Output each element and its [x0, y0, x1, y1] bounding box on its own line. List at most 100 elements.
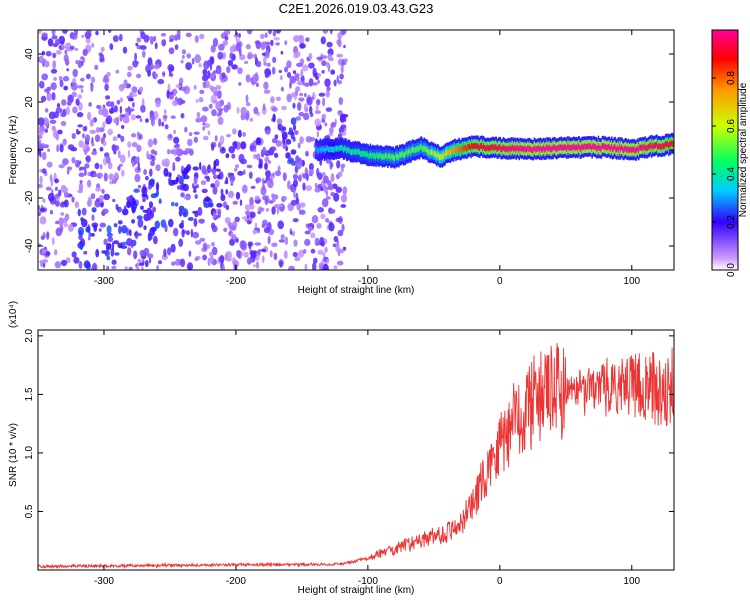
- signal-track-cell: [639, 144, 642, 151]
- heatmap-cell: [168, 73, 174, 77]
- heatmap-cell: [326, 41, 333, 48]
- heatmap-cell: [255, 177, 262, 183]
- heatmap-cell: [163, 109, 167, 115]
- heatmap-cell: [271, 206, 276, 215]
- signal-track-cell: [338, 145, 341, 152]
- heatmap-cell: [318, 262, 324, 270]
- heatmap-cell: [174, 34, 179, 41]
- signal-track-cell: [333, 146, 335, 153]
- signal-track-cell: [545, 146, 547, 153]
- heatmap-cell: [127, 97, 134, 102]
- heatmap-cell: [263, 89, 271, 94]
- heatmap-cell: [305, 185, 313, 192]
- heatmap-cell: [287, 157, 294, 163]
- heatmap-cell: [308, 78, 314, 87]
- signal-track-cell: [612, 145, 615, 152]
- signal-track-cell: [397, 154, 399, 161]
- signal-track-cell: [436, 153, 438, 160]
- signal-track-cell: [469, 143, 471, 150]
- heatmap-cell: [149, 168, 153, 177]
- signal-track-cell: [526, 146, 528, 153]
- heatmap-cell: [104, 152, 110, 158]
- signal-track-cell: [529, 146, 532, 153]
- heatmap-cell: [246, 30, 253, 35]
- heatmap-cell: [160, 32, 167, 37]
- heatmap-cell: [42, 198, 46, 203]
- colorbar-tick-label: 0.6: [726, 119, 737, 133]
- heatmap-cell: [87, 196, 93, 203]
- heatmap-cell: [134, 173, 141, 183]
- heatmap-cell: [245, 102, 251, 107]
- heatmap-cell: [245, 74, 251, 83]
- heatmap-cell: [84, 163, 90, 169]
- heatmap-cell: [63, 191, 69, 198]
- heatmap-cell: [210, 56, 215, 65]
- heatmap-cell: [76, 128, 79, 133]
- signal-track-cell: [551, 146, 553, 153]
- signal-track-cell: [613, 144, 616, 151]
- signal-track-cell: [379, 152, 381, 159]
- signal-track-cell: [597, 142, 600, 149]
- signal-track-cell: [499, 144, 502, 150]
- heatmap-cell: [71, 196, 75, 203]
- heatmap-cell: [193, 136, 198, 143]
- heatmap-cell: [111, 241, 115, 251]
- signal-track-cell: [618, 146, 620, 153]
- heatmap-cell: [268, 30, 272, 35]
- heatmap-cell: [220, 188, 224, 196]
- signal-track-cell: [448, 148, 451, 155]
- signal-track-cell: [648, 144, 650, 150]
- heatmap-cell: [215, 85, 222, 90]
- signal-track-cell: [520, 145, 522, 151]
- heatmap-cell: [297, 174, 302, 182]
- signal-track-cell: [590, 143, 593, 150]
- heatmap-cell: [164, 224, 168, 233]
- heatmap-cell: [311, 215, 319, 224]
- signal-track-cell: [641, 145, 643, 151]
- signal-track-cell: [450, 148, 452, 154]
- signal-track-cell: [558, 144, 561, 151]
- heatmap-cell: [285, 152, 291, 159]
- heatmap-cell: [292, 102, 296, 109]
- heatmap-cell: [94, 162, 100, 170]
- heatmap-cell: [77, 85, 84, 89]
- heatmap-cell: [63, 54, 69, 63]
- signal-track-cell: [661, 143, 663, 150]
- heatmap-cell: [185, 32, 192, 38]
- heatmap-cell: [321, 198, 329, 208]
- heatmap-cell: [260, 33, 265, 40]
- heatmap-cell: [246, 110, 250, 120]
- heatmap-cell: [161, 254, 168, 261]
- signal-track-cell: [348, 146, 350, 153]
- heatmap-cell: [326, 64, 330, 68]
- heatmap-cell: [103, 193, 111, 201]
- signal-track-cell: [660, 144, 662, 150]
- heatmap-cell: [203, 203, 210, 208]
- heatmap-cell: [264, 32, 268, 38]
- signal-track-cell: [458, 144, 460, 151]
- heatmap-cell: [324, 246, 328, 253]
- signal-track-cell: [327, 146, 330, 152]
- signal-track-cell: [456, 147, 459, 153]
- heatmap-cell: [221, 264, 225, 270]
- heatmap-cell: [301, 64, 309, 72]
- heatmap-cell: [191, 57, 195, 65]
- heatmap-cell: [262, 177, 265, 186]
- heatmap-cell: [60, 212, 65, 216]
- heatmap-cell: [158, 118, 162, 127]
- heatmap-cell: [173, 227, 179, 237]
- signal-track-cell: [391, 154, 394, 161]
- heatmap-cell: [52, 60, 57, 70]
- heatmap-cell: [81, 34, 84, 39]
- signal-track-cell: [593, 143, 596, 150]
- heatmap-cell: [221, 146, 225, 152]
- heatmap-cell: [140, 104, 146, 113]
- heatmap-cell: [140, 45, 147, 50]
- heatmap-cell: [58, 217, 64, 227]
- heatmap-cell: [58, 75, 63, 81]
- signal-track-cell: [464, 145, 467, 152]
- heatmap-cell: [195, 99, 199, 103]
- heatmap-cell: [143, 247, 150, 257]
- y-tick-label: -40: [24, 238, 35, 253]
- heatmap-cell: [171, 261, 176, 266]
